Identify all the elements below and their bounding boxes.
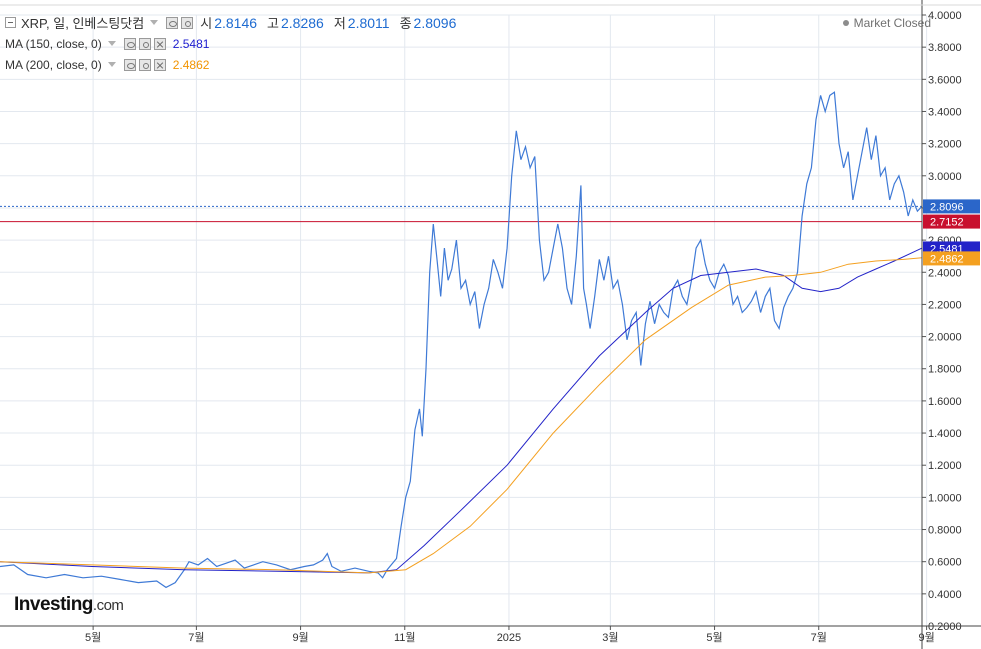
x-tick-label: 7월 — [811, 631, 827, 644]
symbol-label: XRP, 일, 인베스팅닷컴 — [21, 16, 145, 31]
last-price-badge-bg — [923, 199, 980, 214]
y-tick-label: 3.6000 — [928, 74, 962, 86]
low-label: 저 — [333, 16, 346, 31]
resistance-badge-text: 2.7152 — [930, 217, 964, 229]
price-line[interactable] — [0, 91, 923, 589]
eye-icon[interactable] — [166, 16, 179, 29]
grid — [0, 14, 928, 627]
market-status-label: Market Closed — [853, 16, 931, 30]
y-tick-label: 1.8000 — [928, 364, 962, 376]
ma200-badge: 2.4862 — [923, 251, 980, 266]
chevron-down-icon[interactable] — [150, 20, 159, 25]
last-price-badge: 2.8096 — [923, 199, 980, 214]
y-tick-label: 3.8000 — [928, 42, 962, 54]
market-status: Market Closed — [842, 16, 931, 30]
gear-icon[interactable] — [181, 16, 194, 29]
low-value: 2.8011 — [347, 14, 390, 31]
ma200-badge-text: 2.4862 — [930, 253, 964, 265]
chevron-down-icon[interactable] — [107, 62, 116, 67]
gear-icon[interactable] — [138, 37, 151, 50]
close-icon[interactable] — [153, 37, 166, 50]
y-tick-label: 0.4000 — [928, 589, 962, 601]
high-value: 2.8286 — [281, 14, 324, 31]
logo-text: Investing — [14, 594, 93, 615]
y-tick-label: 3.0000 — [928, 171, 962, 183]
legend-ma150-row: MA (150, close, 0) 2.5481 — [5, 33, 462, 54]
horizontal-lines — [0, 205, 922, 223]
x-tick-label: 3월 — [602, 631, 618, 644]
y-tick-label: 3.4000 — [928, 106, 962, 118]
y-tick-label: 1.2000 — [928, 460, 962, 472]
ma200-line[interactable] — [0, 257, 923, 574]
y-tick-label: 1.6000 — [928, 396, 962, 408]
status-dot-icon — [842, 20, 849, 26]
last-price-badge-text: 2.8096 — [930, 201, 964, 213]
eye-icon[interactable] — [123, 58, 136, 71]
x-tick-label: 5월 — [706, 631, 722, 644]
ma150-value: 2.5481 — [172, 36, 210, 51]
resistance-badge: 2.7152 — [923, 214, 980, 229]
x-tick-label: 9월 — [918, 631, 934, 644]
y-tick-label: 0.8000 — [928, 525, 962, 537]
x-tick-label: 2025 — [497, 632, 521, 644]
ma200-badge-bg — [923, 251, 980, 266]
legend-main-row: XRP, 일, 인베스팅닷컴 시 2.8146 고 2.8286 저 2.801… — [5, 12, 462, 33]
x-tick-label: 5월 — [85, 631, 101, 644]
y-tick-label: 2.4000 — [928, 267, 962, 279]
high-label: 고 — [267, 16, 279, 31]
close-label: 종 — [399, 16, 412, 31]
x-tick-label: 11월 — [394, 631, 416, 644]
resistance-badge-bg — [923, 214, 980, 229]
ma200-value: 2.4862 — [172, 57, 210, 72]
open-value: 2.8146 — [214, 14, 258, 31]
y-tick-label: 2.0000 — [928, 332, 962, 344]
y-tick-label: 0.2000 — [928, 621, 962, 633]
ma200-label: MA (200, close, 0) — [5, 57, 102, 72]
series-lines — [0, 91, 923, 589]
x-tick-label: 7월 — [188, 631, 204, 644]
logo-suffix: .com — [92, 597, 124, 614]
investing-logo: Investing.com — [14, 594, 124, 616]
close-icon[interactable] — [153, 58, 166, 71]
ma150-label: MA (150, close, 0) — [5, 36, 102, 51]
ma150-line[interactable] — [0, 247, 923, 574]
legend-ma200-row: MA (200, close, 0) 2.4862 — [5, 54, 462, 75]
eye-icon[interactable] — [123, 37, 136, 50]
y-tick-label: 3.2000 — [928, 139, 962, 151]
y-tick-label: 1.4000 — [928, 428, 962, 440]
y-tick-label: 2.2000 — [928, 299, 962, 311]
x-tick-label: 9월 — [292, 631, 308, 644]
gear-icon[interactable] — [138, 58, 151, 71]
open-label: 시 — [200, 16, 213, 31]
close-value: 2.8096 — [413, 14, 457, 31]
y-tick-label: 4.0000 — [928, 10, 962, 22]
collapse-icon[interactable] — [5, 17, 16, 28]
chevron-down-icon[interactable] — [107, 41, 116, 46]
legend: XRP, 일, 인베스팅닷컴 시 2.8146 고 2.8286 저 2.801… — [5, 12, 462, 75]
y-tick-label: 1.0000 — [928, 492, 962, 504]
y-tick-label: 0.6000 — [928, 557, 962, 569]
